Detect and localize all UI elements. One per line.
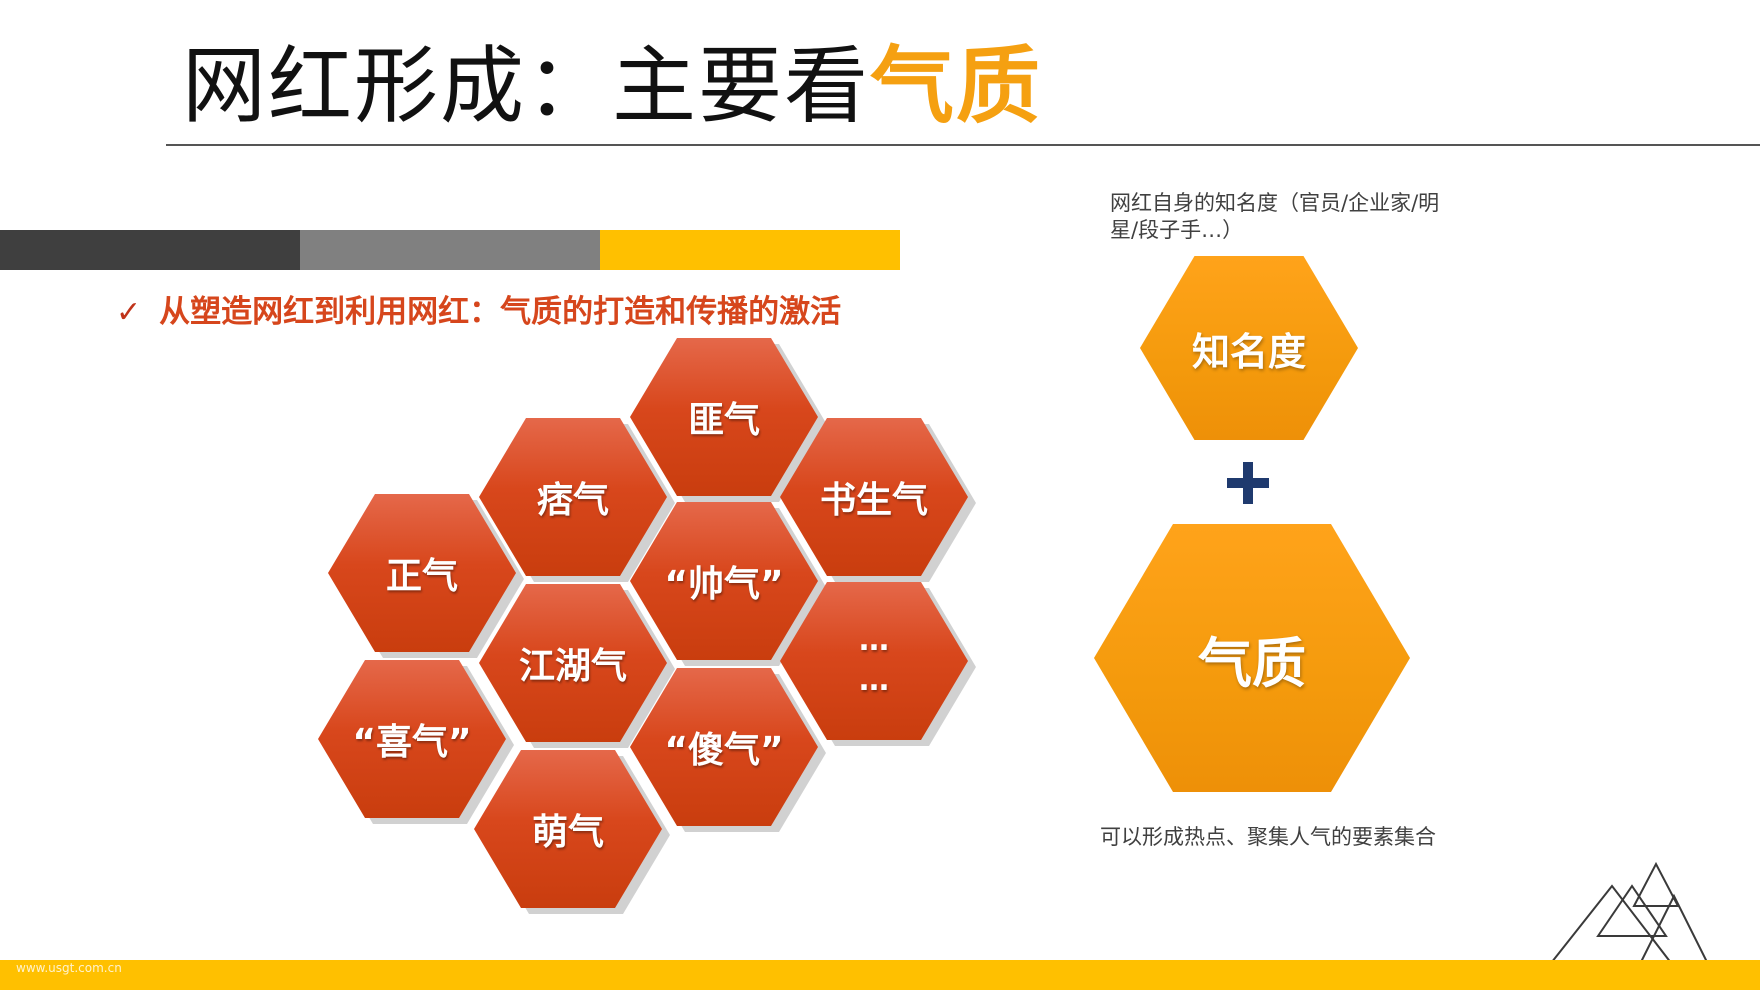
title-divider	[166, 144, 1760, 146]
checkmark-icon: ✓	[116, 295, 142, 330]
hex-label: “傻气”	[664, 730, 784, 771]
hex-label: 痞气	[536, 480, 609, 521]
ellipsis-line: …	[859, 623, 889, 658]
band-yellow	[600, 230, 900, 270]
hex-label: 江湖气	[518, 646, 627, 687]
title-main: 网红形成：主要看	[182, 37, 871, 135]
subtitle: ✓ 从塑造网红到利用网红：气质的打造和传播的激活	[116, 290, 841, 334]
band-dark	[0, 230, 300, 270]
hex-label: 萌气	[531, 812, 604, 853]
ellipsis-line: …	[859, 663, 889, 698]
band-gray	[300, 230, 600, 270]
footer-bar	[0, 960, 1760, 990]
title-accent: 气质	[870, 37, 1043, 135]
subtitle-text: 从塑造网红到利用网红：气质的打造和传播的激活	[159, 294, 842, 330]
plus-icon	[1227, 462, 1269, 504]
triangles-decoration-icon	[1541, 861, 1714, 973]
hex-label: 匪气	[687, 400, 760, 441]
hex-label: 正气	[385, 556, 458, 597]
hex-temperament-label: 气质	[1198, 631, 1306, 695]
temperament-caption: 可以形成热点、聚集人气的要素集合	[1100, 825, 1436, 849]
hex-fame-label: 知名度	[1191, 329, 1306, 374]
ellipsis-text: … …	[859, 621, 889, 701]
hex-fame: 知名度	[1140, 256, 1358, 440]
page-title: 网红形成：主要看气质	[182, 36, 1042, 136]
hex-label: 书生气	[819, 480, 928, 521]
hex-label: “帅气”	[664, 564, 784, 605]
hex-label: “喜气”	[352, 722, 472, 763]
fame-caption: 网红自身的知名度（官员/企业家/明星/段子手…）	[1110, 191, 1440, 242]
hex-temperament: 气质	[1094, 524, 1410, 792]
watermark: www.usgt.com.cn	[16, 961, 122, 975]
